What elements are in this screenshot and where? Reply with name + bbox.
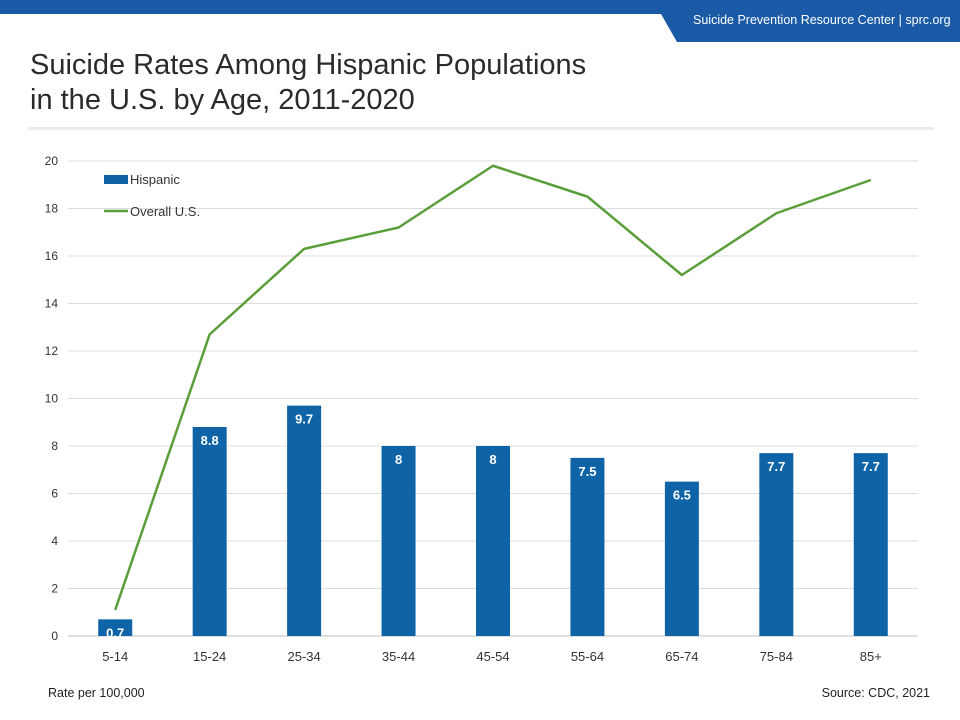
y-tick-label: 4: [51, 534, 58, 548]
bar: [98, 619, 133, 636]
bar-data-label: 7.7: [767, 459, 785, 474]
x-tick-label: 35-44: [382, 649, 415, 664]
bar: [381, 446, 416, 636]
x-tick-label: 85+: [860, 649, 882, 664]
x-tick-label: 5-14: [102, 649, 128, 664]
y-tick-label: 6: [51, 487, 58, 501]
org-banner: Suicide Prevention Resource Center | spr…: [653, 0, 960, 42]
bar: [476, 446, 510, 636]
x-tick-label: 15-24: [193, 649, 226, 664]
org-label: Suicide Prevention Resource Center | spr…: [693, 13, 951, 27]
x-tick-label: 45-54: [476, 649, 509, 664]
title-line-2: in the U.S. by Age, 2011-2020: [30, 84, 415, 116]
bar-data-label: 8: [489, 452, 496, 467]
bar: [287, 405, 322, 636]
bar: [759, 453, 794, 636]
bar-data-label: 7.7: [862, 459, 880, 474]
y-tick-label: 20: [45, 154, 59, 168]
source-note: Source: CDC, 2021: [821, 686, 930, 700]
legend-label-overall: Overall U.S.: [130, 204, 200, 219]
y-tick-label: 10: [45, 392, 59, 406]
bar-data-label: 6.5: [673, 488, 691, 503]
bar-data-label: 9.7: [295, 412, 313, 427]
bar-data-label: 8: [395, 452, 402, 467]
y-tick-label: 0: [51, 629, 58, 643]
x-tick-label: 25-34: [287, 649, 320, 664]
page-title: Suicide Rates Among Hispanic Populations…: [30, 48, 670, 118]
y-tick-label: 8: [51, 439, 58, 453]
y-tick-label: 12: [45, 344, 59, 358]
bar: [853, 453, 888, 636]
x-tick-label: 55-64: [571, 649, 604, 664]
y-tick-label: 16: [45, 249, 59, 263]
y-tick-label: 2: [51, 582, 58, 596]
legend-label-hispanic: Hispanic: [130, 172, 180, 187]
legend-swatch-hispanic: [104, 175, 128, 184]
x-tick-label: 65-74: [665, 649, 698, 664]
bar: [664, 481, 699, 636]
bar-data-label: 0.7: [106, 625, 124, 640]
x-tick-label: 75-84: [760, 649, 793, 664]
unit-note: Rate per 100,000: [48, 686, 145, 700]
title-divider: [28, 127, 934, 130]
bar-data-label: 8.8: [201, 433, 219, 448]
y-tick-label: 14: [45, 297, 59, 311]
bar: [192, 427, 227, 636]
title-line-1: Suicide Rates Among Hispanic Populations: [30, 49, 587, 81]
bar-data-label: 7.5: [578, 464, 596, 479]
bar: [570, 457, 605, 636]
chart: 0 2 4 6 8 10 12 14 16 18 20 0.7 8.8 9.7 8 8 7.5 6.5 7.7 7.7…: [45, 154, 918, 664]
y-tick-label: 18: [45, 202, 59, 216]
